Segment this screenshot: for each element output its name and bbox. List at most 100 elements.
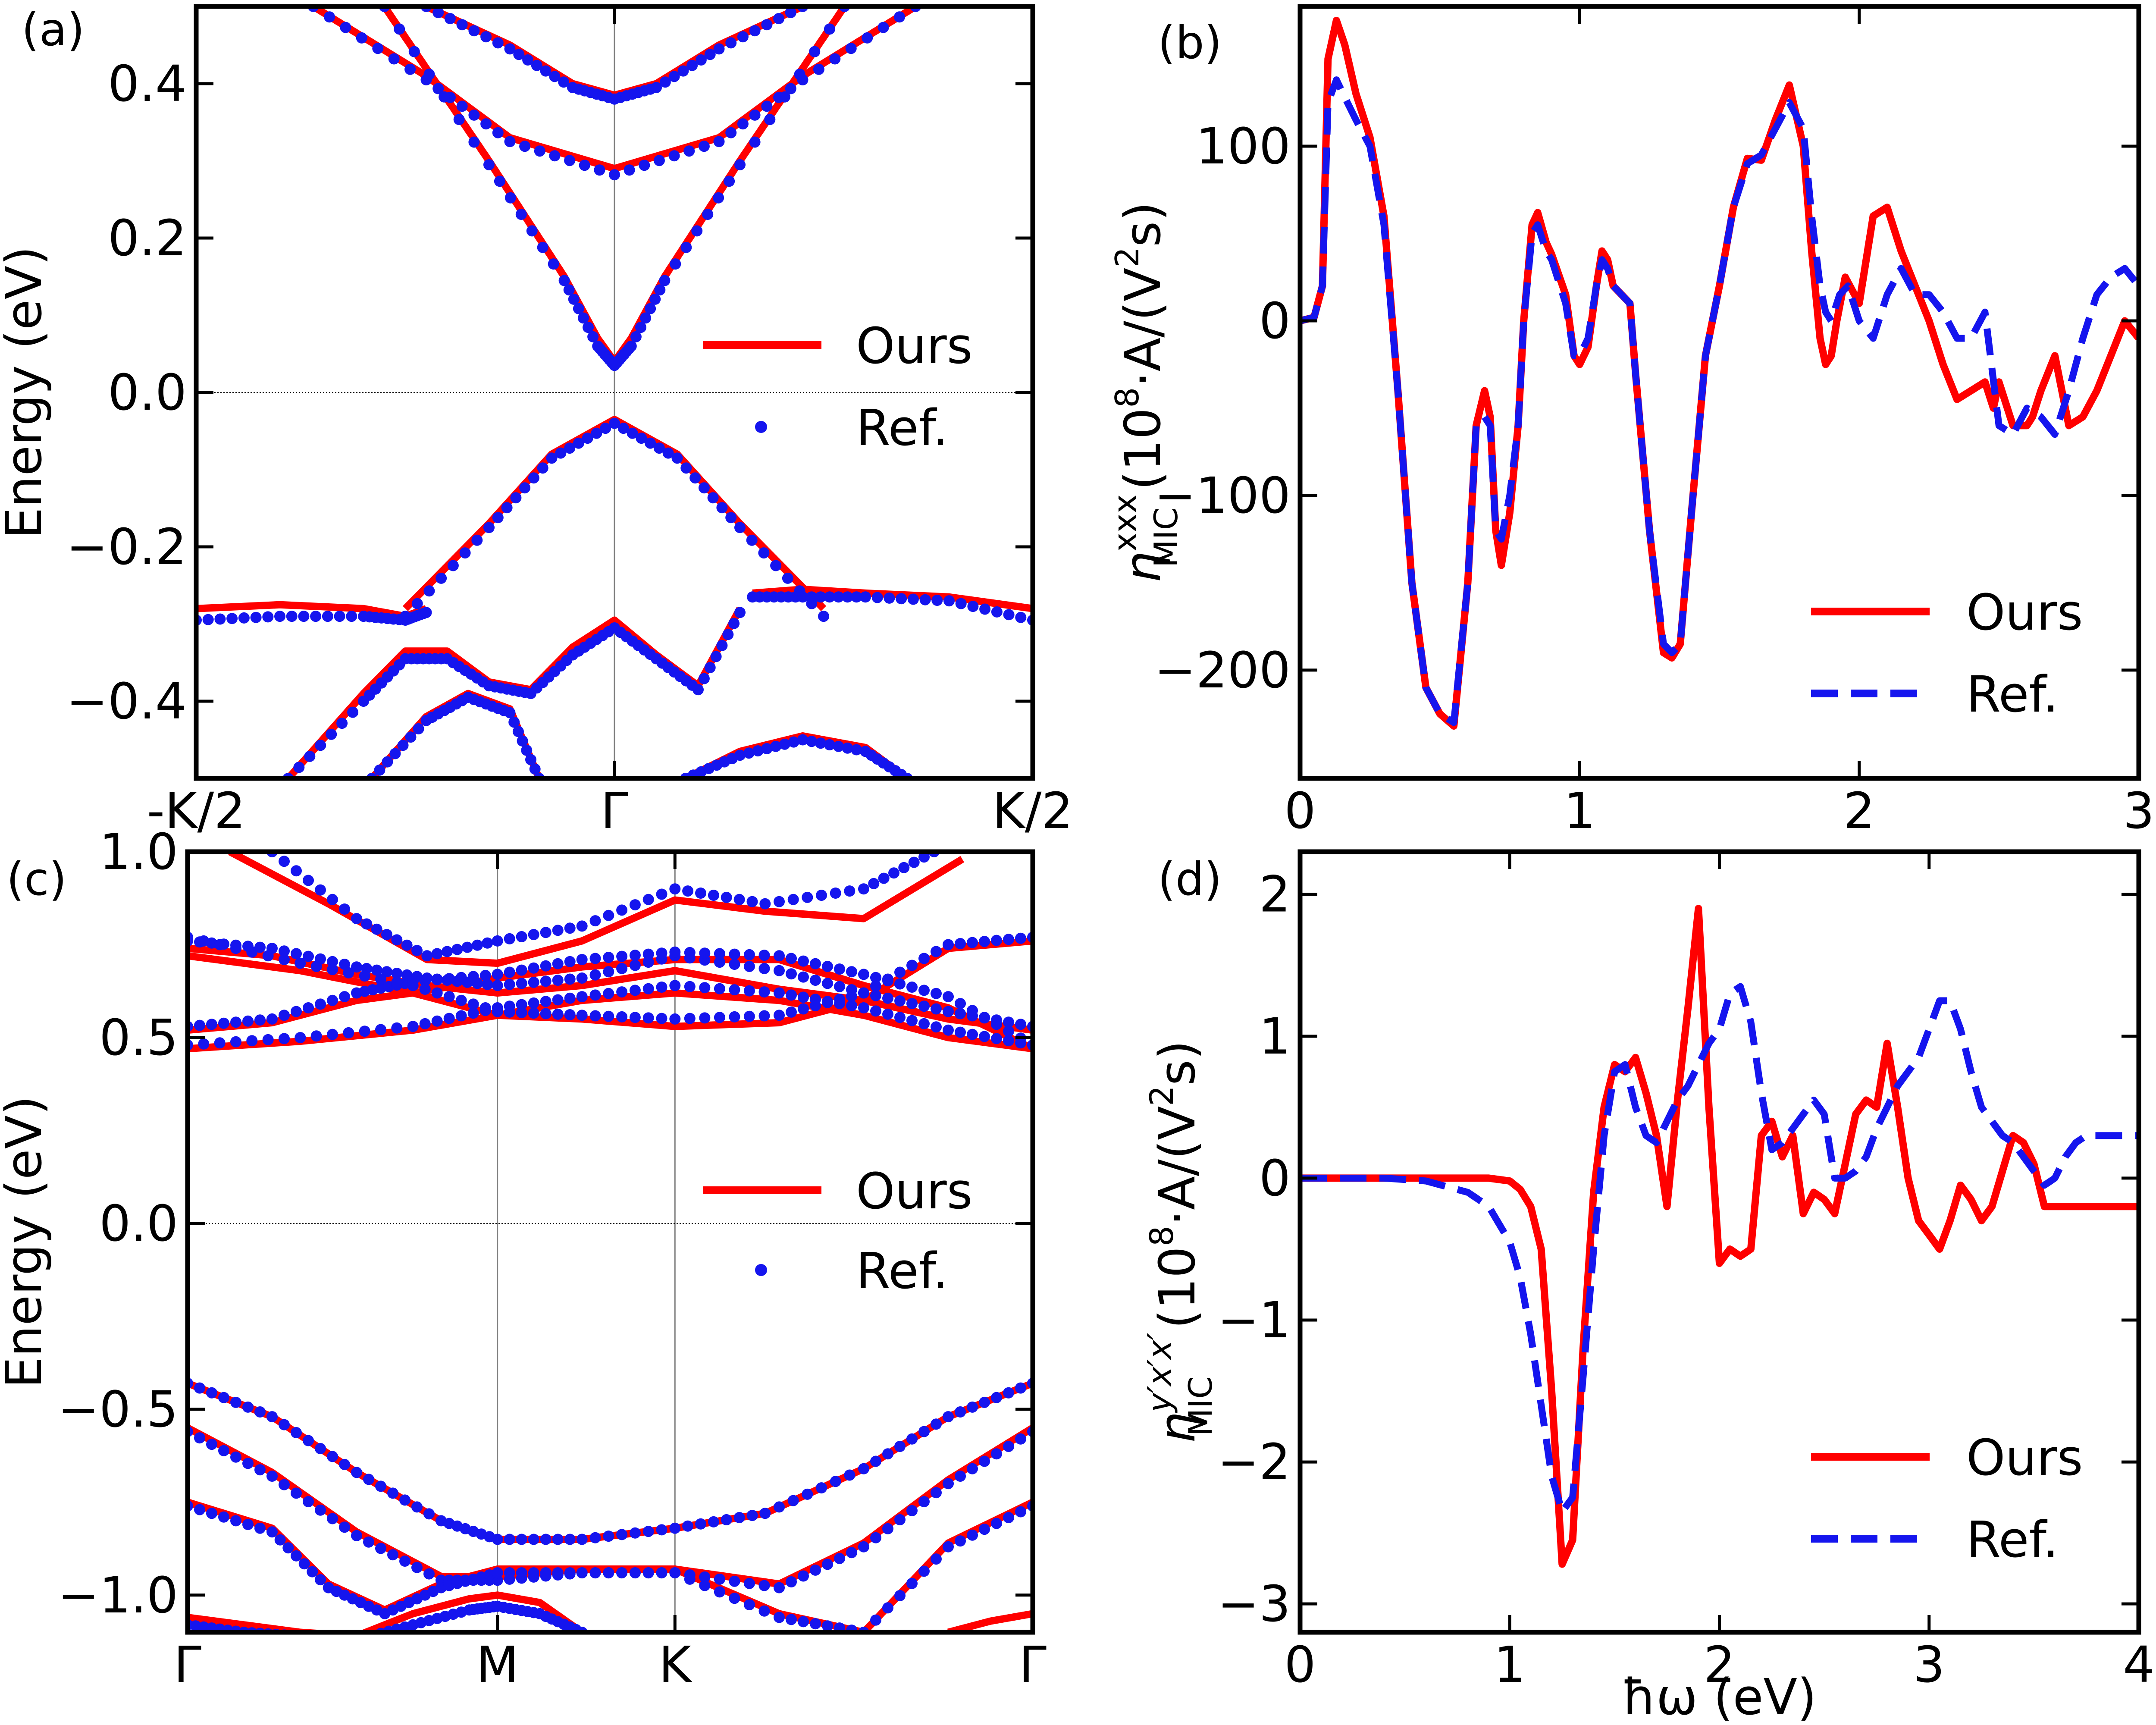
ref-point bbox=[546, 452, 558, 464]
ref-point bbox=[194, 1019, 205, 1031]
ref-point bbox=[407, 980, 419, 991]
ref-point bbox=[242, 1519, 254, 1530]
ref-point bbox=[382, 756, 393, 768]
ref-point bbox=[695, 1518, 706, 1530]
ref-point bbox=[432, 7, 444, 19]
series-ours-c-band-3 bbox=[188, 989, 1033, 1053]
ref-point bbox=[516, 1567, 527, 1579]
ref-point bbox=[894, 1590, 906, 1601]
series-ref-dots-a-band-1 bbox=[420, 6, 808, 105]
ref-point bbox=[351, 1634, 362, 1645]
ref-point bbox=[714, 1586, 725, 1598]
ref-point bbox=[656, 1013, 667, 1024]
ref-point bbox=[303, 875, 314, 886]
ref-point bbox=[894, 1514, 906, 1525]
ref-point bbox=[286, 611, 298, 622]
ref-point bbox=[492, 969, 503, 980]
ref-point bbox=[295, 957, 306, 969]
ref-point bbox=[734, 159, 746, 170]
ref-point bbox=[576, 1534, 588, 1545]
ref-point bbox=[293, 762, 305, 773]
ref-point bbox=[361, 918, 373, 930]
ref-point bbox=[548, 258, 559, 270]
ref-point bbox=[868, 878, 880, 889]
ref-point bbox=[387, 1487, 398, 1499]
ref-point bbox=[662, 447, 674, 459]
ref-point bbox=[729, 984, 740, 996]
ref-point bbox=[482, 979, 493, 990]
ref-point bbox=[882, 1448, 893, 1460]
ref-point bbox=[846, 990, 857, 1002]
ref-point bbox=[656, 982, 667, 993]
ref-point bbox=[564, 992, 576, 1004]
ref-point bbox=[326, 728, 337, 740]
ref-point bbox=[699, 982, 711, 994]
ref-point bbox=[979, 1031, 990, 1042]
ref-point bbox=[431, 987, 443, 999]
ref-point bbox=[684, 1013, 696, 1024]
ref-point bbox=[967, 1029, 978, 1040]
ref-point bbox=[214, 939, 226, 950]
ref-point bbox=[955, 1406, 966, 1418]
ref-point bbox=[603, 910, 614, 921]
ref-point bbox=[919, 594, 931, 605]
ref-point bbox=[576, 1567, 588, 1579]
ref-point bbox=[1003, 1035, 1014, 1047]
ref-point bbox=[537, 242, 548, 253]
ref-point bbox=[894, 1441, 906, 1452]
ref-point bbox=[451, 944, 463, 955]
ref-point bbox=[504, 1567, 515, 1579]
ref-point bbox=[656, 1567, 667, 1579]
ref-point bbox=[943, 1006, 954, 1017]
ref-point bbox=[266, 1526, 278, 1538]
ref-point bbox=[943, 991, 954, 1003]
ref-point bbox=[635, 322, 646, 333]
ref-point bbox=[577, 312, 589, 324]
ref-point bbox=[656, 947, 667, 959]
ref-point bbox=[214, 613, 226, 625]
ref-point bbox=[310, 611, 322, 622]
legend-b: Ours Ref. bbox=[1811, 584, 2083, 724]
ref-point bbox=[806, 736, 818, 747]
ref-point bbox=[786, 953, 797, 964]
ref-point bbox=[794, 69, 805, 80]
ref-point bbox=[346, 611, 357, 622]
ref-point bbox=[894, 966, 906, 978]
legend-ours-label-b: Ours bbox=[1966, 584, 2083, 642]
ref-point bbox=[582, 433, 593, 444]
ref-point bbox=[504, 136, 516, 147]
ref-point bbox=[603, 952, 614, 963]
ref-point bbox=[870, 1005, 881, 1017]
ticks-a: −0.4 −0.2 0.0 0.2 0.4 -K/2 Γ K/2 bbox=[66, 6, 1073, 840]
ref-point bbox=[603, 966, 614, 978]
ref-point bbox=[918, 1000, 930, 1012]
ref-point bbox=[600, 423, 611, 434]
ref-point bbox=[242, 1015, 254, 1027]
ref-point bbox=[453, 114, 465, 125]
ref-point bbox=[519, 141, 531, 152]
ref-point bbox=[291, 1006, 302, 1017]
ref-point bbox=[603, 1567, 614, 1579]
ref-point bbox=[603, 988, 614, 999]
ref-point bbox=[419, 975, 431, 987]
ref-point bbox=[334, 611, 345, 622]
ref-point bbox=[699, 947, 711, 959]
ref-point bbox=[851, 744, 862, 756]
ref-point bbox=[375, 1543, 386, 1554]
ref-point bbox=[303, 1496, 314, 1508]
ref-point bbox=[749, 109, 761, 121]
ref-point bbox=[991, 1448, 1002, 1460]
ref-point bbox=[830, 888, 841, 899]
ref-point bbox=[810, 1564, 821, 1576]
legend-ours-label-d: Ours bbox=[1966, 1429, 2083, 1487]
ytick-label-c-2: 0.0 bbox=[99, 1195, 178, 1253]
ref-point bbox=[829, 53, 841, 65]
ref-point bbox=[774, 1612, 785, 1623]
ref-point bbox=[307, 1566, 318, 1578]
ref-point bbox=[528, 1567, 539, 1579]
ref-point bbox=[339, 903, 350, 915]
ref-point bbox=[639, 160, 650, 171]
ref-point bbox=[870, 1532, 881, 1543]
ref-point bbox=[645, 437, 656, 449]
ylabel-unit-exp1-b: 8 bbox=[1108, 387, 1146, 408]
